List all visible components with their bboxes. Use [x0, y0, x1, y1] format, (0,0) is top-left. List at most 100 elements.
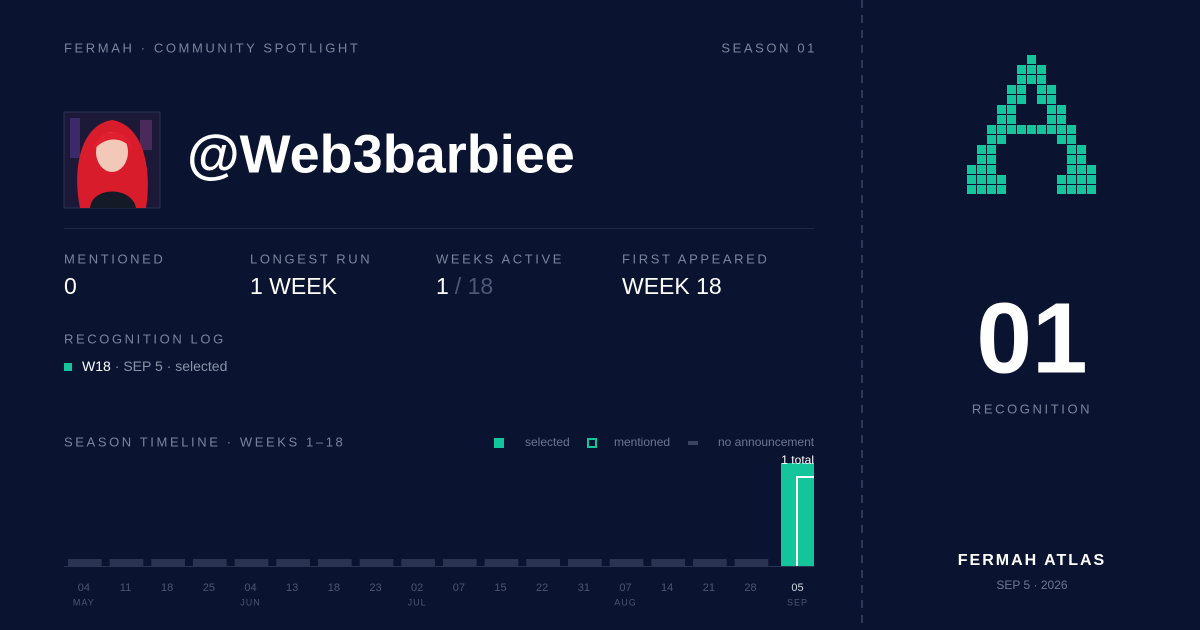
stat-value: 0: [64, 273, 77, 299]
x-month-label: JUL: [408, 597, 427, 607]
x-tick-label: 23: [369, 582, 381, 594]
x-tick-label: 28: [744, 582, 756, 594]
legend-label: no announcement: [718, 435, 815, 449]
logo-pixel: [1037, 125, 1046, 134]
logo-pixel: [1077, 145, 1086, 154]
logo-pixel: [1057, 125, 1066, 134]
logo-pixel: [1057, 185, 1066, 194]
logo-pixel: [1057, 175, 1066, 184]
logo-pixel: [1047, 105, 1056, 114]
logo-pixel: [997, 125, 1006, 134]
stat-label: MENTIONED: [64, 251, 165, 266]
logo-pixel: [1087, 185, 1096, 194]
logo-pixel: [1077, 185, 1086, 194]
logo-pixel: [967, 175, 976, 184]
logo-pixel: [1067, 185, 1076, 194]
logo-pixel: [1047, 115, 1056, 124]
legend-swatch: [587, 438, 597, 448]
logo-pixel: [1067, 155, 1076, 164]
logo-pixel: [1067, 125, 1076, 134]
bar: [734, 559, 769, 566]
logo-pixel: [1027, 55, 1036, 64]
logo-pixel: [1087, 165, 1096, 174]
logo-pixel: [1027, 125, 1036, 134]
log-week: W18: [82, 358, 111, 374]
logo-pixel: [1027, 75, 1036, 84]
logo-pixel: [1017, 85, 1026, 94]
logo-pixel: [1067, 165, 1076, 174]
logo-pixel: [1007, 115, 1016, 124]
logo-pixel: [987, 185, 996, 194]
logo-pixel: [987, 165, 996, 174]
bar: [443, 559, 477, 566]
bar: [109, 559, 144, 566]
logo-pixel: [987, 145, 996, 154]
bar: [401, 559, 435, 566]
log-title: RECOGNITION LOG: [64, 331, 226, 346]
bar: [151, 559, 185, 566]
value-label: 1 total: [781, 453, 814, 467]
x-tick-label: 18: [161, 582, 173, 594]
x-month-label: MAY: [73, 597, 95, 607]
bar: [359, 559, 394, 566]
logo-pixel: [1037, 65, 1046, 74]
stat-total: / 18: [455, 273, 493, 299]
log-detail: · SEP 5 · selected: [115, 358, 228, 374]
x-tick-label: 18: [328, 582, 340, 594]
count: 01: [976, 282, 1087, 394]
count-label: RECOGNITION: [972, 401, 1092, 416]
logo-pixel: [967, 165, 976, 174]
logo-pixel: [987, 155, 996, 164]
bar: [318, 559, 352, 566]
bar: [484, 559, 519, 566]
stat-value: WEEK 18: [622, 273, 722, 299]
logo-pixel: [987, 125, 996, 134]
logo-pixel: [997, 135, 1006, 144]
logo-pixel: [1067, 135, 1076, 144]
logo-pixel: [1057, 105, 1066, 114]
stat-value: 1 WEEK: [250, 273, 338, 299]
bar: [651, 559, 685, 566]
x-tick-label: 31: [578, 582, 590, 594]
avatar: [63, 111, 161, 209]
x-month-label: AUG: [614, 597, 637, 607]
x-tick-label: 21: [703, 582, 715, 594]
logo-pixel: [1077, 165, 1086, 174]
x-tick-label: 04: [78, 582, 90, 594]
logo-pixel: [977, 155, 986, 164]
logo-pixel: [977, 185, 986, 194]
x-tick-label: 22: [536, 582, 548, 594]
log: W18 · SEP 5 · selected: [64, 358, 227, 374]
logo-pixel: [1017, 125, 1026, 134]
logo-pixel: [1047, 85, 1056, 94]
stat-number: 1 WEEK: [250, 273, 338, 299]
logo-pixel: [1067, 145, 1076, 154]
legend-swatch: [494, 438, 504, 448]
log-marker: [64, 363, 72, 371]
log-entry: W18 · SEP 5 · selected: [82, 358, 227, 374]
stat-number: 0: [64, 273, 77, 299]
logo-pixel: [1037, 95, 1046, 104]
x-tick-label: 14: [661, 582, 673, 594]
logo-pixel: [1007, 125, 1016, 134]
x-tick-label: 15: [494, 582, 506, 594]
logo-pixel: [1007, 85, 1016, 94]
x-tick-label: 02: [411, 582, 423, 594]
logo-pixel: [1047, 125, 1056, 134]
logo-pixel: [1057, 135, 1066, 144]
x-tick-label: 25: [203, 582, 215, 594]
x-month-label: SEP: [787, 597, 808, 607]
bar: [568, 559, 602, 566]
logo-pixel: [1037, 85, 1046, 94]
bar: [276, 559, 310, 566]
logo-pixel: [1007, 95, 1016, 104]
logo-pixel: [1077, 175, 1086, 184]
logo-pixel: [967, 185, 976, 194]
bar: [693, 559, 727, 566]
legend-label: selected: [525, 435, 570, 449]
stat-label: LONGEST RUN: [250, 251, 372, 266]
logo-pixel: [1067, 175, 1076, 184]
logo-pixel: [987, 175, 996, 184]
x-tick-label: 13: [286, 582, 298, 594]
legend: selected mentioned no announcement: [494, 435, 815, 449]
